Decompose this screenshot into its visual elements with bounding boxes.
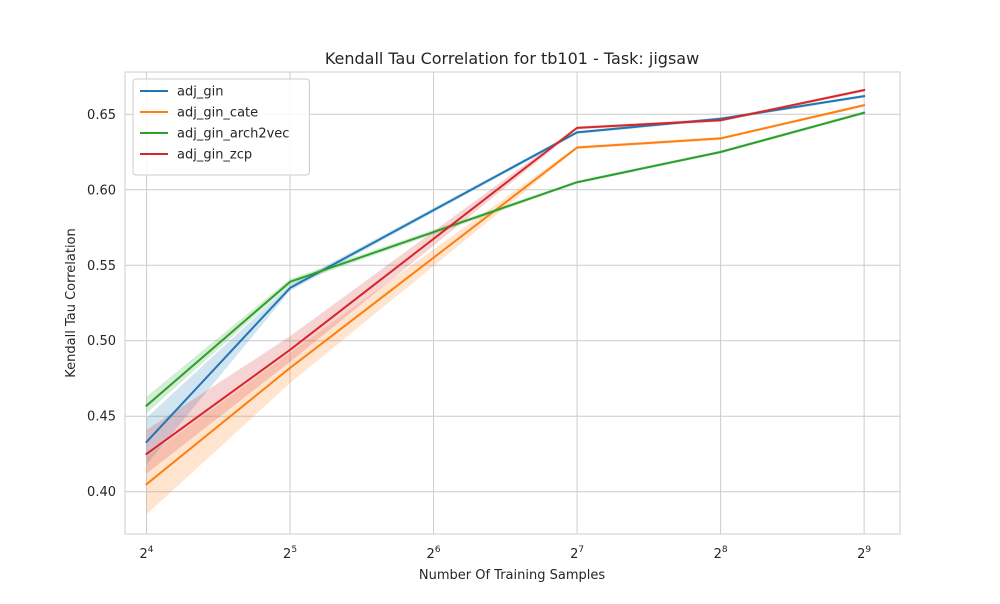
y-tick-label: 0.65 <box>87 108 116 123</box>
grid-layer <box>125 72 900 534</box>
y-tick-label: 0.40 <box>87 485 116 500</box>
x-tick-label: 26 <box>427 545 441 562</box>
x-tick-label: 29 <box>857 545 871 562</box>
x-tick-label: 28 <box>714 545 728 562</box>
chart-title: Kendall Tau Correlation for tb101 - Task… <box>325 49 699 68</box>
x-tick-label: 25 <box>283 545 297 562</box>
series-line-adj_gin_zcp <box>145 88 866 456</box>
line-layer <box>145 88 866 486</box>
y-tick-label: 0.45 <box>87 410 116 425</box>
x-tick-label: 27 <box>570 545 584 562</box>
y-axis-label: Kendall Tau Correlation <box>64 228 79 378</box>
legend-label: adj_gin_zcp <box>177 148 252 163</box>
legend-label: adj_gin_arch2vec <box>177 127 289 142</box>
legend: adj_gin adj_gin_cate adj_gin_arch2vec adj_g… <box>132 78 310 176</box>
x-axis-label: Number Of Training Samples <box>419 568 605 583</box>
y-tick-label: 0.50 <box>87 334 116 349</box>
y-tick-label: 0.60 <box>87 183 116 198</box>
legend-label: adj_gin <box>177 85 223 100</box>
legend-label: adj_gin_cate <box>177 106 258 121</box>
series-line-adj_gin_cate <box>145 104 866 486</box>
y-tick-label: 0.55 <box>87 259 116 274</box>
series-line-adj_gin_arch2vec <box>145 111 866 408</box>
x-tick-label: 24 <box>140 545 154 562</box>
tick-layer: 24 25 26 27 28 29 0.40 0.45 0.50 0.55 0.60 0.65 <box>87 108 871 562</box>
plot-frame <box>124 71 901 535</box>
legend-box <box>132 78 310 176</box>
